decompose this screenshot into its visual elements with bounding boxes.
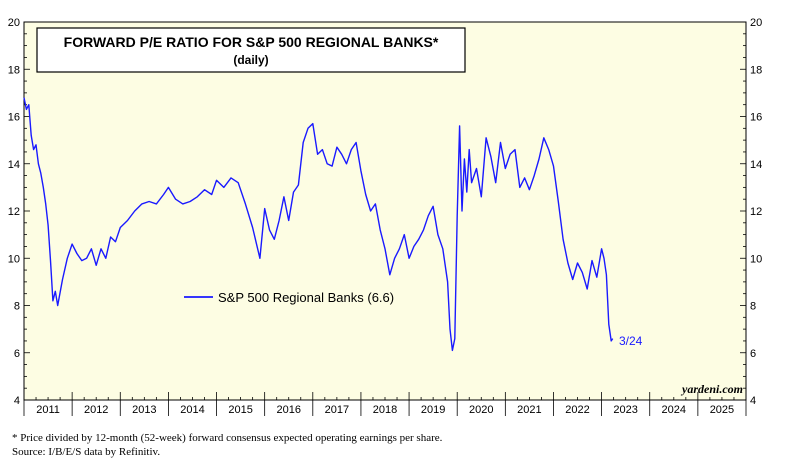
plot-area xyxy=(23,21,747,401)
y-tick-label-left: 6 xyxy=(14,348,20,360)
x-tick-label: 2020 xyxy=(469,404,493,416)
x-tick-label: 2017 xyxy=(325,404,349,416)
x-tick-label: 2011 xyxy=(36,404,60,416)
x-tick-label: 2021 xyxy=(517,404,541,416)
y-tick-label-right: 8 xyxy=(750,301,756,313)
y-tick-label-right: 16 xyxy=(750,112,762,124)
source-note: Source: I/B/E/S data by Refinitiv. xyxy=(12,446,161,458)
x-tick-label: 2022 xyxy=(565,404,589,416)
y-tick-label-left: 4 xyxy=(14,395,20,407)
x-tick-label: 2014 xyxy=(180,404,204,416)
last-value-annotation: 3/24 xyxy=(619,334,643,348)
y-tick-label-right: 18 xyxy=(750,64,762,76)
x-tick-label: 2023 xyxy=(613,404,637,416)
x-tick-label: 2013 xyxy=(132,404,156,416)
y-tick-label-left: 18 xyxy=(8,64,20,76)
x-tick-label: 2018 xyxy=(373,404,397,416)
chart-subtitle: (daily) xyxy=(233,53,268,67)
x-tick-label: 2025 xyxy=(710,404,734,416)
y-axis-left: 4 6 8 10 12 14 16 18 20 xyxy=(8,17,20,407)
chart-title: FORWARD P/E RATIO FOR S&P 500 REGIONAL B… xyxy=(64,34,439,50)
y-tick-label-right: 20 xyxy=(750,17,762,29)
y-tick-label-right: 4 xyxy=(750,395,756,407)
y-tick-label-left: 12 xyxy=(8,206,20,218)
y-tick-label-right: 6 xyxy=(750,348,756,360)
footnote: * Price divided by 12-month (52-week) fo… xyxy=(12,432,443,444)
axis-ticks xyxy=(23,21,747,416)
brand-label: yardeni.com xyxy=(680,382,743,396)
x-axis: 2011 2012 2013 2014 2015 2016 2017 2018 2019 2020… xyxy=(36,404,734,416)
x-tick-label: 2015 xyxy=(228,404,252,416)
x-tick-label: 2024 xyxy=(662,404,686,416)
title-box xyxy=(36,27,466,73)
y-tick-label-right: 12 xyxy=(750,206,762,218)
y-tick-label-left: 14 xyxy=(8,159,20,171)
x-tick-label: 2012 xyxy=(84,404,108,416)
legend-entry: S&P 500 Regional Banks (6.6) xyxy=(218,290,394,305)
y-tick-label-left: 20 xyxy=(8,17,20,29)
series-line-regional-banks xyxy=(23,97,614,352)
y-tick-label-left: 8 xyxy=(14,301,20,313)
y-tick-label-right: 10 xyxy=(750,253,762,265)
x-tick-label: 2019 xyxy=(421,404,445,416)
y-tick-label-right: 14 xyxy=(750,159,762,171)
x-tick-label: 2016 xyxy=(276,404,300,416)
y-tick-label-left: 16 xyxy=(8,112,20,124)
y-axis-right: 4 6 8 10 12 14 16 18 20 xyxy=(750,17,762,407)
y-tick-label-left: 10 xyxy=(8,253,20,265)
